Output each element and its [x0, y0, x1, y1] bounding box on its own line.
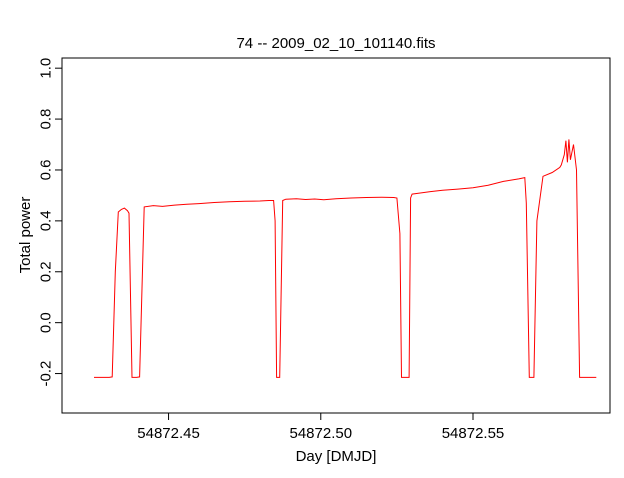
series-line-0 [94, 139, 597, 378]
x-tick-label: 54872.55 [442, 425, 505, 442]
y-tick-label: 0.8 [38, 109, 55, 130]
y-tick-label: 0.6 [38, 160, 55, 181]
x-tick-label: 54872.50 [289, 425, 352, 442]
y-tick-label: 0.0 [38, 312, 55, 333]
y-axis: -0.2 0.0 0.2 0.4 0.6 0.8 1.0 [38, 58, 62, 387]
y-tick-label: 0.4 [38, 210, 55, 231]
x-axis-title: Day [DMJD] [296, 448, 377, 465]
y-axis-title: Total power [17, 197, 34, 274]
y-tick-label: 1.0 [38, 58, 55, 79]
x-axis: 54872.45 54872.50 54872.55 [137, 413, 504, 442]
y-tick-label: -0.2 [38, 361, 55, 387]
y-tick-label: 0.2 [38, 261, 55, 282]
series-layer [94, 139, 597, 378]
x-tick-label: 54872.45 [137, 425, 200, 442]
chart-title: 74 -- 2009_02_10_101140.fits [236, 35, 435, 52]
plot-frame [61, 57, 611, 414]
